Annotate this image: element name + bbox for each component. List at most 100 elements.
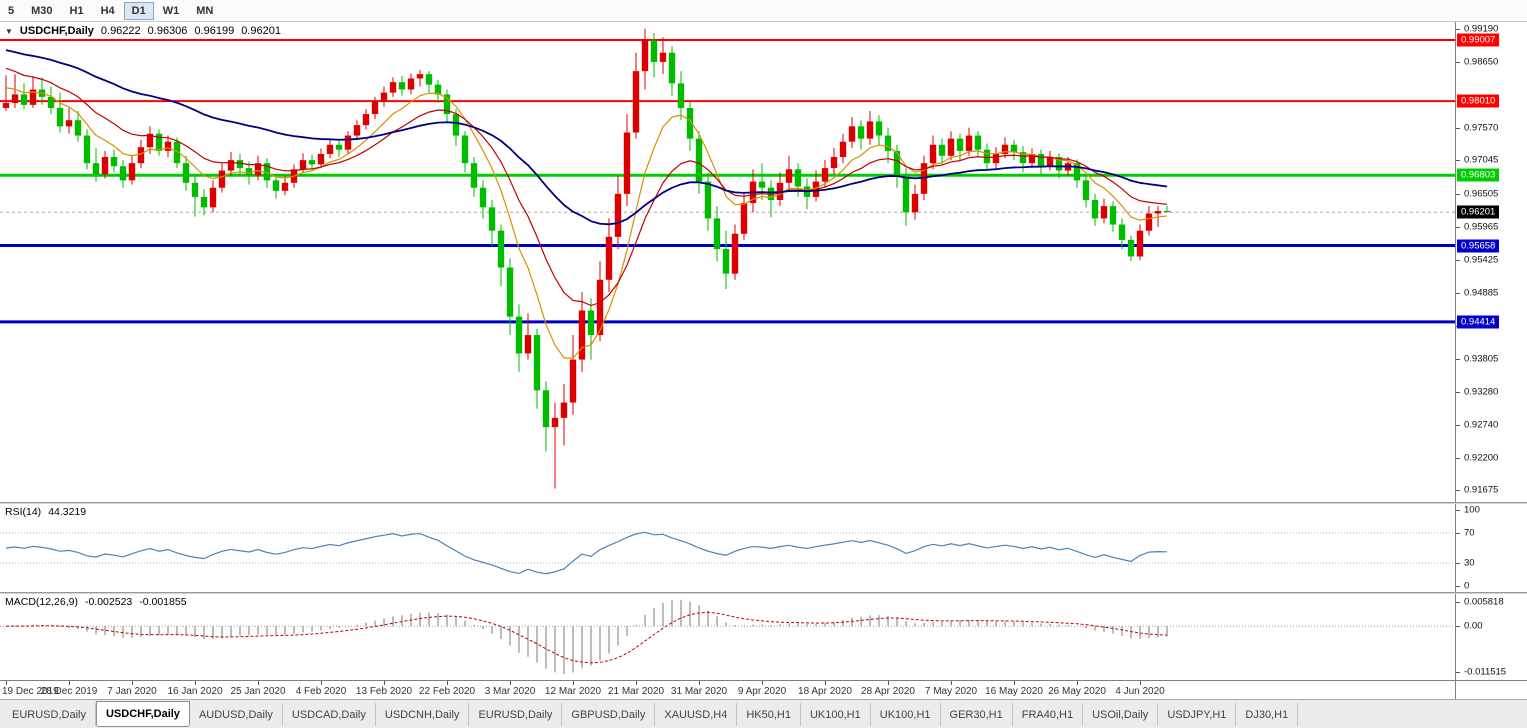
time-axis-label: 12 Mar 2020 bbox=[544, 686, 602, 697]
macd-signal-line bbox=[5, 611, 1168, 664]
rsi-axis[interactable]: 100 70 30 0 bbox=[1455, 504, 1527, 592]
chart-symbol-period: USDCHF,Daily bbox=[19, 25, 94, 37]
chart-tab-usoil-daily[interactable]: USOil,Daily bbox=[1083, 703, 1159, 726]
axis-label: 0.95425 bbox=[1464, 254, 1499, 266]
timeframe-button-d1[interactable]: D1 bbox=[123, 1, 154, 20]
axis-label: 0.98650 bbox=[1464, 56, 1499, 68]
macd-histogram bbox=[14, 599, 1168, 675]
panel-splitter-rsi[interactable] bbox=[0, 502, 1527, 504]
moving-average-line bbox=[5, 87, 1168, 359]
axis-label: 30 bbox=[1464, 557, 1475, 569]
axis-label: 0.93805 bbox=[1464, 353, 1499, 365]
time-axis-label: 9 Apr 2020 bbox=[737, 686, 787, 697]
timeframe-button-h1[interactable]: H1 bbox=[69, 4, 84, 17]
axis-label: 0.92200 bbox=[1464, 452, 1499, 464]
price-chart-panel: ▼ USDCHF,Daily 0.96222 0.96306 0.96199 0… bbox=[0, 22, 1527, 502]
time-axis-label: 22 Feb 2020 bbox=[418, 686, 476, 697]
time-axis-label: 16 May 2020 bbox=[985, 686, 1043, 697]
time-axis-label: 7 May 2020 bbox=[924, 686, 978, 697]
price-line-label[interactable]: 0.98010 bbox=[1457, 94, 1500, 108]
price-line-label[interactable]: 0.95658 bbox=[1457, 239, 1500, 253]
chart-high-value: 0.96306 bbox=[147, 25, 188, 37]
axis-label: 0.00 bbox=[1464, 620, 1483, 632]
chart-tab-usdcnh-daily[interactable]: USDCNH,Daily bbox=[376, 703, 470, 726]
time-axis-label: 13 Feb 2020 bbox=[355, 686, 413, 697]
time-axis-label: 7 Jan 2020 bbox=[107, 686, 157, 697]
price-axis[interactable]: 0.99190 0.98650 0.97570 0.97045 0.96505 0.959… bbox=[1455, 22, 1527, 502]
chart-tab-gbpusd-daily[interactable]: GBPUSD,Daily bbox=[562, 703, 656, 726]
price-line-label[interactable]: 0.94414 bbox=[1457, 315, 1500, 329]
time-axis-label: 25 Jan 2020 bbox=[230, 686, 286, 697]
price-chart-canvas[interactable] bbox=[0, 22, 1455, 502]
price-line-label[interactable]: 0.96803 bbox=[1457, 168, 1500, 182]
time-axis-row: 19 Dec 2019 28 Dec 2019 7 Jan 2020 16 Jan 2… bbox=[0, 680, 1527, 699]
rsi-panel: RSI(14) 44.3219 100 70 30 0 bbox=[0, 504, 1527, 592]
chart-close-value: 0.96201 bbox=[241, 25, 281, 37]
chart-title: ▼ USDCHF,Daily 0.96222 0.96306 0.96199 0… bbox=[5, 25, 281, 37]
rsi-name: RSI(14) bbox=[5, 506, 42, 518]
chart-tab-usdchf-daily[interactable]: USDCHF,Daily bbox=[95, 701, 190, 727]
time-axis-label: 31 Mar 2020 bbox=[670, 686, 728, 697]
macd-panel: MACD(12,26,9) -0.002523 -0.001855 0.0058… bbox=[0, 594, 1527, 680]
macd-name: MACD(12,26,9) bbox=[5, 596, 78, 608]
rsi-value: 44.3219 bbox=[48, 506, 87, 518]
macd-indicator-label: MACD(12,26,9) -0.002523 -0.001855 bbox=[5, 596, 187, 608]
axis-label: 0.91675 bbox=[1464, 484, 1499, 496]
macd-signal-value: -0.001855 bbox=[139, 596, 187, 608]
time-axis[interactable]: 19 Dec 2019 28 Dec 2019 7 Jan 2020 16 Jan 2… bbox=[0, 681, 1455, 699]
axis-label: 0.93280 bbox=[1464, 386, 1499, 397]
chart-tab-dj30-h1[interactable]: DJ30,H1 bbox=[1236, 703, 1299, 726]
macd-canvas[interactable] bbox=[0, 594, 1455, 680]
price-line-label[interactable]: 0.99007 bbox=[1457, 33, 1500, 47]
current-price-label: 0.96201 bbox=[1457, 205, 1500, 219]
timeframe-button-m30[interactable]: M30 bbox=[31, 4, 53, 17]
chart-tab-eurusd-daily[interactable]: EURUSD,Daily bbox=[3, 703, 96, 726]
time-axis-label: 28 Dec 2019 bbox=[40, 686, 98, 697]
time-axis-label: 19 Dec 2019 bbox=[2, 686, 59, 697]
timeframe-button-mn[interactable]: MN bbox=[196, 4, 214, 17]
chart-tab-fra40-h1[interactable]: FRA40,H1 bbox=[1013, 703, 1084, 726]
axis-label: 0.99190 bbox=[1464, 23, 1499, 35]
timeframe-toolbar: 5 M30 H1 H4 D1 W1 MN bbox=[0, 0, 1527, 22]
chart-tab-uk100-h1[interactable]: UK100,H1 bbox=[871, 703, 941, 726]
chart-tab-uk100-h1[interactable]: UK100,H1 bbox=[801, 703, 871, 726]
axis-label: 70 bbox=[1464, 527, 1475, 539]
time-axis-label: 21 Mar 2020 bbox=[607, 686, 665, 697]
rsi-line bbox=[5, 531, 1168, 575]
rsi-canvas[interactable] bbox=[0, 504, 1455, 592]
moving-average-line bbox=[5, 49, 1168, 226]
axis-label: 0.95965 bbox=[1464, 221, 1499, 233]
time-axis-label: 26 May 2020 bbox=[1048, 686, 1106, 697]
chart-tab-hk50-h1[interactable]: HK50,H1 bbox=[737, 703, 801, 726]
time-axis-label: 3 Mar 2020 bbox=[484, 686, 536, 697]
macd-main-value: -0.002523 bbox=[84, 596, 133, 608]
axis-label: -0.011515 bbox=[1464, 666, 1507, 678]
panel-splitter-macd[interactable] bbox=[0, 592, 1527, 594]
chart-tab-usdjpy-h1[interactable]: USDJPY,H1 bbox=[1158, 703, 1237, 726]
chart-open-value: 0.96222 bbox=[100, 25, 141, 37]
axis-label: 0.97045 bbox=[1464, 154, 1499, 166]
rsi-plot: RSI(14) 44.3219 bbox=[0, 504, 1455, 592]
time-axis-label: 4 Jun 2020 bbox=[1115, 686, 1165, 697]
chart-tab-xauusd-h4[interactable]: XAUUSD,H4 bbox=[655, 703, 738, 726]
chart-tab-usdcad-daily[interactable]: USDCAD,Daily bbox=[283, 703, 376, 726]
chart-collapse-icon[interactable]: ▼ bbox=[5, 26, 13, 36]
timeframe-button-w1[interactable]: W1 bbox=[162, 4, 180, 17]
chart-tab-eurusd-daily[interactable]: EURUSD,Daily bbox=[469, 703, 563, 726]
time-axis-label: 28 Apr 2020 bbox=[861, 686, 915, 697]
price-chart-plot: ▼ USDCHF,Daily 0.96222 0.96306 0.96199 0… bbox=[0, 22, 1455, 502]
chart-tab-audusd-daily[interactable]: AUDUSD,Daily bbox=[190, 703, 283, 726]
macd-axis[interactable]: 0.005818 0.00 -0.011515 bbox=[1455, 594, 1527, 680]
timeframe-button-h4[interactable]: H4 bbox=[100, 4, 115, 17]
chart-tabs-bar: EURUSD,Daily USDCHF,Daily AUDUSD,Daily USDC… bbox=[0, 699, 1527, 728]
chart-tab-ger30-h1[interactable]: GER30,H1 bbox=[941, 703, 1013, 726]
axis-label: 0.005818 bbox=[1464, 596, 1504, 608]
chart-low-value: 0.96199 bbox=[194, 25, 235, 37]
time-axis-label: 16 Jan 2020 bbox=[167, 686, 223, 697]
axis-label: 100 bbox=[1464, 504, 1480, 516]
timeframe-button-5[interactable]: 5 bbox=[8, 4, 15, 17]
time-axis-label: 18 Apr 2020 bbox=[798, 686, 852, 697]
axis-label: 0.94885 bbox=[1464, 287, 1499, 299]
moving-average-line bbox=[5, 67, 1168, 307]
